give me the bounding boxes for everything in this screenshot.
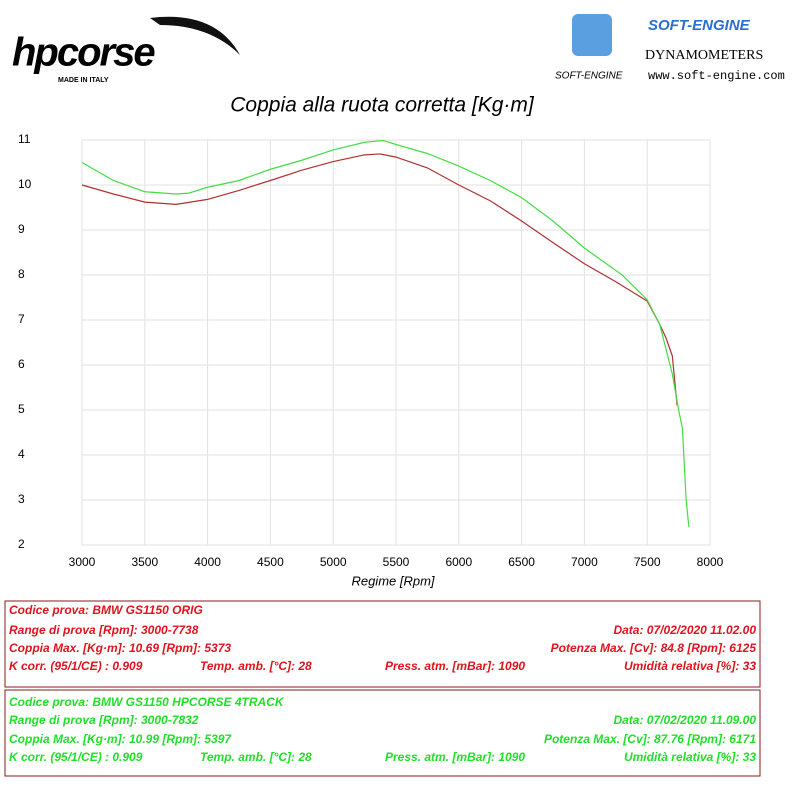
y-tick-label: 11: [18, 132, 31, 146]
test-date: Data: 07/02/2020 11.09.00: [613, 713, 756, 727]
test-press: Press. atm. [mBar]: 1090: [385, 750, 525, 764]
plot: 2 3 4 5 6 7 8 9 10 11 3000 3500 4000 4500 5000 5500 6000…: [18, 132, 724, 569]
y-tick-label: 9: [18, 222, 25, 236]
brand-tagline: MADE IN ITALY: [58, 77, 109, 84]
x-tick-label: 4000: [194, 555, 221, 569]
test-temp: Temp. amb. [°C]: 28: [200, 750, 312, 764]
x-tick-label: 4500: [257, 555, 284, 569]
y-tick-label: 3: [18, 492, 25, 506]
y-tick-label: 5: [18, 402, 25, 416]
partner-subtitle: DYNAMOMETERS: [645, 48, 763, 63]
test-range: Range di prova [Rpm]: 3000-7738: [9, 623, 199, 637]
y-tick-label: 4: [18, 447, 25, 461]
test-code: Codice prova: BMW GS1150 ORIG: [9, 603, 203, 617]
test-date: Data: 07/02/2020 11.02.00: [613, 623, 756, 637]
test-temp: Temp. amb. [°C]: 28: [200, 659, 312, 673]
test-range: Range di prova [Rpm]: 3000-7832: [9, 713, 199, 727]
test-box: [4, 600, 761, 688]
test-box: [4, 689, 761, 777]
x-tick-label: 6000: [445, 555, 472, 569]
y-tick-label: 10: [18, 177, 32, 191]
partner-name: SOFT-ENGINE: [648, 17, 751, 34]
test-kcorr: K corr. (95/1/CE) : 0.909: [9, 750, 143, 764]
test-kcorr: K corr. (95/1/CE) : 0.909: [9, 659, 143, 673]
brand-logo: hpcorse: [12, 31, 155, 75]
test-press: Press. atm. [mBar]: 1090: [385, 659, 525, 673]
logo-swoosh: [150, 16, 240, 55]
torque-line: [81, 153, 678, 406]
x-tick-label: 3000: [69, 555, 96, 569]
y-tick-label: 6: [18, 357, 25, 371]
torque-line: [81, 139, 690, 528]
y-tick-label: 2: [18, 537, 25, 551]
chart-title: Coppia alla ruota corretta [Kg·m]: [230, 94, 535, 117]
test-power: Potenza Max. [Cv]: 84.8 [Rpm]: 6125: [551, 641, 757, 655]
x-tick-label: 5500: [383, 555, 410, 569]
test-code: Codice prova: BMW GS1150 HPCORSE 4TRACK: [9, 695, 285, 709]
partner-logo-text: SOFT-ENGINE: [555, 71, 623, 82]
test-power: Potenza Max. [Cv]: 87.76 [Rpm]: 6171: [544, 732, 756, 746]
x-tick-label: 8000: [697, 555, 724, 569]
test-humidity: Umidità relativa [%]: 33: [624, 659, 756, 673]
partner-url: www.soft-engine.com: [648, 69, 785, 83]
y-tick-label: 8: [18, 267, 25, 281]
y-tick-label: 7: [18, 312, 25, 326]
logo-icon: [572, 14, 612, 56]
x-tick-label: 5000: [320, 555, 347, 569]
x-tick-label: 3500: [131, 555, 158, 569]
x-tick-label: 7000: [571, 555, 598, 569]
test-torque: Coppia Max. [Kg·m]: 10.99 [Rpm]: 5397: [9, 732, 232, 746]
x-tick-label: 6500: [508, 555, 535, 569]
x-axis-label: Regime [Rpm]: [351, 573, 434, 588]
x-tick-label: 7500: [634, 555, 661, 569]
test-torque: Coppia Max. [Kg·m]: 10.69 [Rpm]: 5373: [9, 641, 231, 655]
test-humidity: Umidità relativa [%]: 33: [624, 750, 756, 764]
